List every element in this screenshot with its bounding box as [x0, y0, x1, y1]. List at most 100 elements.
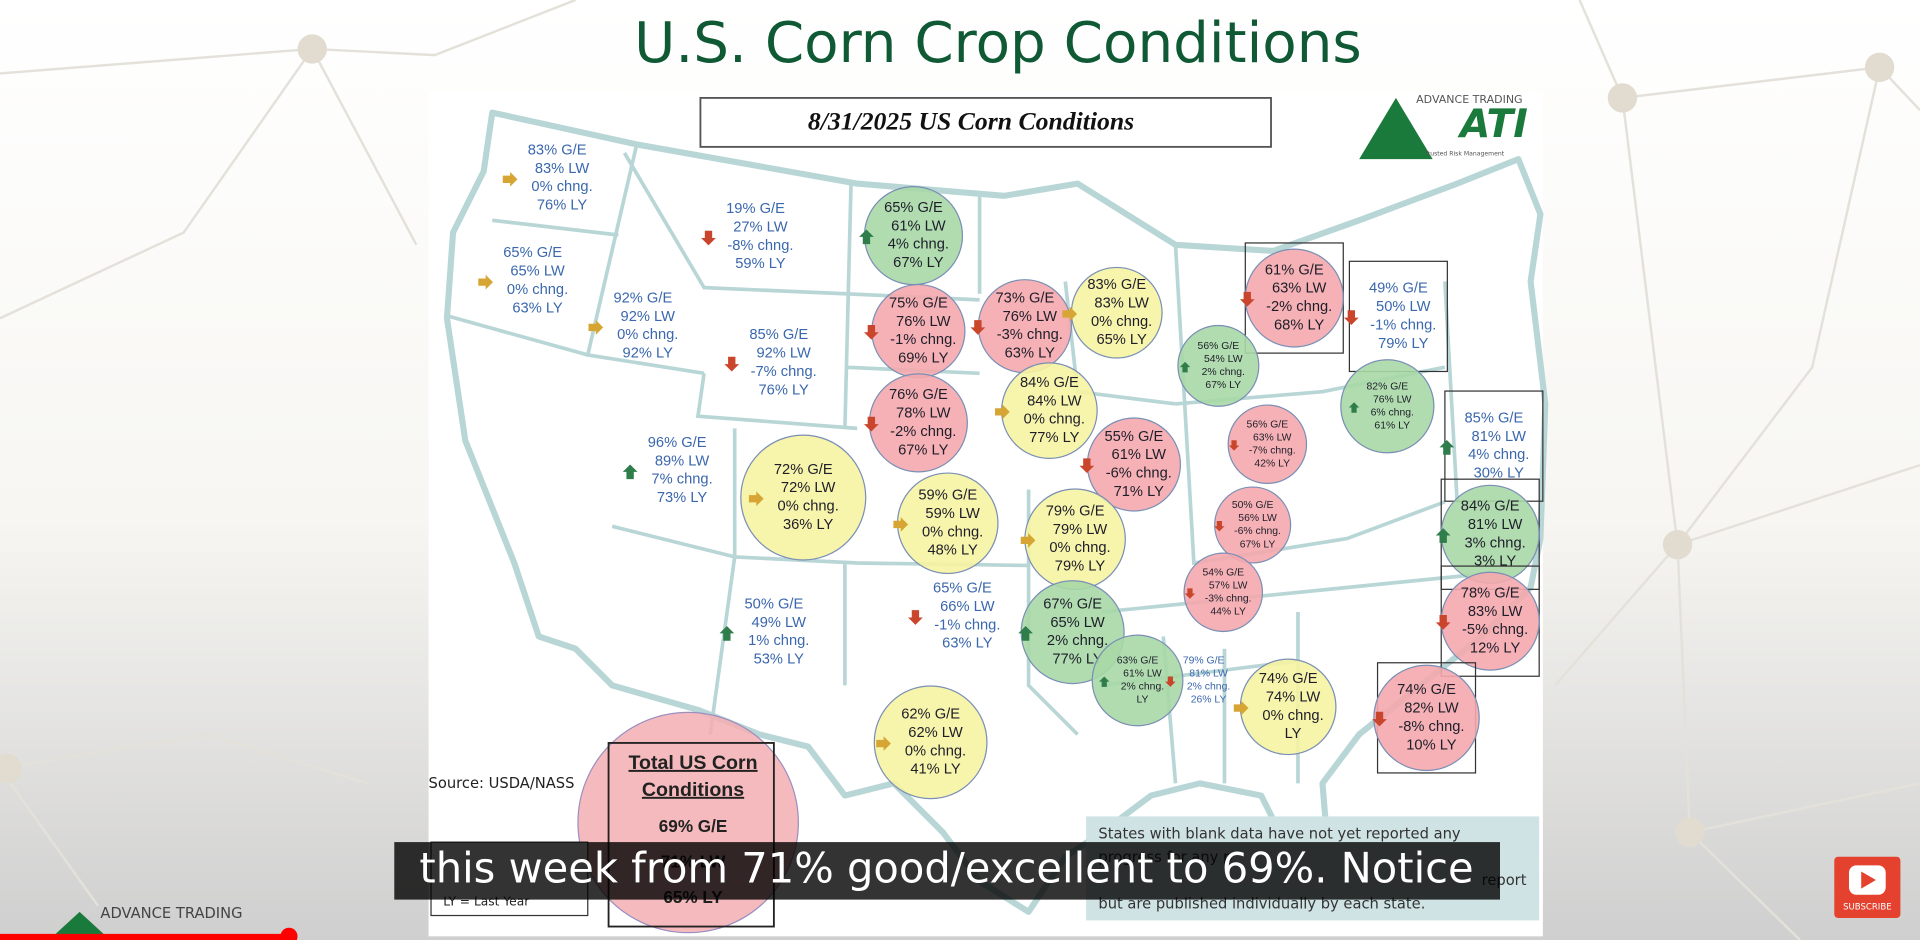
total-heading: Total US Corn [629, 752, 758, 774]
state-label: 79% G/E [1183, 656, 1225, 667]
state-label: 55% G/E [1104, 429, 1163, 445]
state-label: 67% G/E [1043, 597, 1102, 613]
state-label: 12% LY [1470, 641, 1521, 657]
state-label: 41% LY [910, 762, 961, 778]
state-label: 4% chng. [1468, 447, 1529, 463]
change-arrow [893, 517, 909, 532]
state-label: 2% chng. [1047, 633, 1108, 649]
state-label: 77% LY [1052, 652, 1103, 668]
change-arrow [1179, 361, 1191, 373]
state-label: 0% chng. [778, 499, 839, 515]
state-label: -1% chng. [1370, 317, 1436, 333]
subscribe-button[interactable]: SUBSCRIBE [1834, 856, 1901, 918]
state-label: 73% LY [657, 490, 708, 506]
state-label: 50% G/E [744, 597, 803, 613]
change-arrow [1435, 528, 1451, 543]
logo-mark [1359, 97, 1433, 160]
caption: this week from 71% good/excellent to 69%… [419, 843, 1473, 892]
state-label: 81% LW [1189, 669, 1228, 680]
state-label: 57% LW [1209, 581, 1248, 592]
state-label: 44% LY [1210, 607, 1246, 618]
state-label: 79% LW [1053, 522, 1108, 538]
state-label: 76% LW [1003, 309, 1058, 325]
state-circle [1373, 664, 1480, 772]
state-label: 83% LW [535, 161, 590, 177]
subscribe-play [1861, 871, 1876, 889]
change-arrow [1344, 310, 1359, 325]
state-label: 10% LY [1406, 737, 1457, 753]
state-label: 92% LW [621, 309, 676, 325]
logo-brand: ATI [1457, 102, 1528, 147]
progress-handle[interactable] [280, 927, 298, 940]
state-label: 3% chng. [1464, 535, 1525, 551]
state-label: 0% chng. [1091, 314, 1152, 330]
state-label: 65% LY [1096, 332, 1147, 348]
state-label: 56% G/E [1198, 341, 1240, 352]
change-arrow [864, 416, 879, 432]
state-label: 79% G/E [1046, 503, 1105, 519]
state-label: 84% LW [1027, 393, 1082, 409]
state-label: 3% LY [1474, 554, 1516, 570]
state-label: LY [1285, 726, 1302, 742]
state-circle [740, 434, 867, 561]
state-label: 63% G/E [1117, 656, 1159, 667]
state-label: 63% LY [942, 636, 993, 652]
state-label: 76% LY [758, 382, 809, 398]
state-label: 26% LY [1191, 695, 1227, 706]
state-label: 67% LY [1205, 380, 1241, 391]
state-label: 56% LW [1238, 513, 1277, 524]
state-label: -2% chng. [890, 424, 956, 440]
state-label: 77% LY [1029, 430, 1080, 446]
state-label: -1% chng. [934, 617, 1000, 633]
change-arrow [1228, 440, 1240, 451]
state-label: 75% G/E [889, 295, 948, 311]
change-arrow [1435, 615, 1451, 630]
state-label: 59% LY [735, 256, 786, 272]
change-arrow [588, 320, 604, 335]
state-label: -1% chng. [890, 332, 956, 348]
state-label: 65% G/E [884, 200, 943, 216]
state-label: 59% G/E [918, 488, 977, 504]
state-label: 59% LW [925, 506, 980, 522]
state-label: 49% G/E [1369, 281, 1428, 297]
state-label: 65% LW [1050, 615, 1105, 631]
state-circle [1177, 324, 1260, 407]
state-label: 65% LW [510, 264, 565, 280]
state-label: 4% chng. [888, 237, 949, 253]
state-label: 0% chng. [531, 179, 592, 195]
state-label: 74% G/E [1259, 671, 1318, 687]
state-label: 63% LW [1253, 432, 1292, 443]
change-arrow [995, 404, 1010, 420]
state-label: 0% chng. [905, 743, 966, 759]
state-circle [1340, 359, 1435, 454]
bottom-logo: ADVANCE TRADING [48, 905, 243, 940]
state-label: -5% chng. [1462, 622, 1528, 638]
change-arrow [1439, 440, 1455, 455]
state-label: 76% LW [896, 314, 951, 330]
state-label: 0% chng. [1262, 708, 1323, 724]
state-label: 53% LY [754, 652, 805, 668]
state-label: 2% chng. [1202, 367, 1245, 378]
change-arrow [1062, 306, 1078, 322]
state-label: 61% LW [891, 218, 946, 234]
state-label: 65% G/E [503, 245, 562, 261]
state-label: 84% G/E [1461, 499, 1520, 515]
change-arrow [748, 491, 764, 507]
state-label: 76% LY [537, 198, 588, 214]
state-label: 0% chng. [1049, 540, 1110, 556]
state-label: 62% LW [908, 725, 963, 741]
state-label: 89% LW [655, 453, 710, 469]
state-label: 67% LY [1240, 539, 1276, 550]
subscribe-label: SUBSCRIBE [1843, 902, 1892, 912]
state-label: 54% G/E [1202, 568, 1244, 579]
subtitle-box [699, 96, 1272, 148]
state-label: 2% chng. [1121, 682, 1164, 693]
progress-bar [0, 933, 289, 940]
change-arrow [622, 464, 638, 480]
state-circle [1091, 634, 1184, 727]
state-label: 50% G/E [1232, 500, 1274, 511]
state-label: 82% G/E [1367, 382, 1409, 393]
state-circle [1183, 552, 1264, 633]
state-label: 83% G/E [1087, 277, 1146, 293]
